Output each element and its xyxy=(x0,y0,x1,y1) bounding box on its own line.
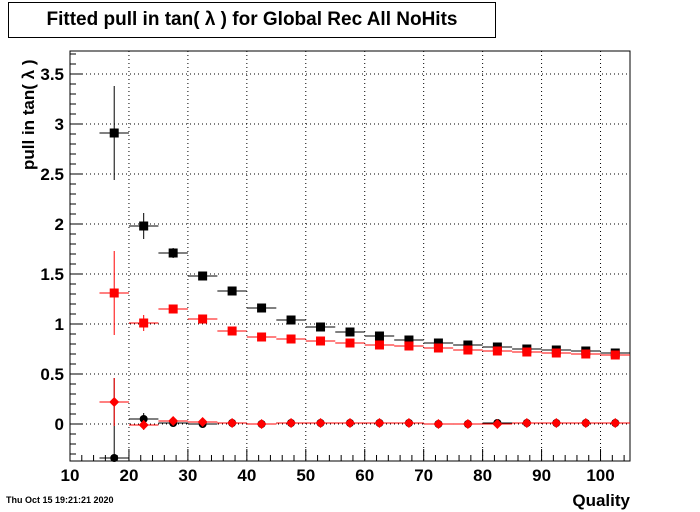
y-tick-label: 3.5 xyxy=(40,65,64,84)
data-point-square xyxy=(374,340,384,350)
data-point-diamond xyxy=(580,418,591,428)
data-point-square xyxy=(286,315,296,325)
x-tick-label: 90 xyxy=(532,466,551,485)
x-tick-label: 40 xyxy=(237,466,256,485)
x-axis-label: Quality xyxy=(572,491,630,510)
data-point-diamond xyxy=(345,418,355,428)
data-point-square xyxy=(492,346,502,356)
chart-title: Fitted pull in tan( λ ) for Global Rec A… xyxy=(8,2,496,38)
x-tick-label: 60 xyxy=(355,466,374,485)
data-point-square xyxy=(286,334,296,344)
data-point-square xyxy=(109,128,119,138)
data-point-square xyxy=(316,336,326,346)
data-point-diamond xyxy=(551,418,562,428)
plot-frame xyxy=(69,50,631,462)
x-tick-label: 100 xyxy=(586,466,614,485)
axes: 10 20 30 40 50 60 70 80 90 100 0 0.5 1 1.5 2 2.5 3 3.5 xyxy=(40,50,631,485)
data-point-square xyxy=(433,343,443,353)
data-point-square xyxy=(522,347,532,357)
data-point-diamond xyxy=(521,418,532,428)
x-tick-label: 30 xyxy=(178,466,197,485)
date-stamp: Thu Oct 15 19:21:21 2020 xyxy=(6,495,114,505)
x-tick-label: 80 xyxy=(473,466,492,485)
data-point-square xyxy=(198,314,208,324)
x-tick-label: 10 xyxy=(61,466,80,485)
data-point-diamond xyxy=(433,419,444,429)
y-tick-label: 2 xyxy=(55,215,64,234)
data-point-square xyxy=(198,271,208,281)
y-tick-label: 2.5 xyxy=(40,165,64,184)
grid-lines xyxy=(70,51,630,461)
data-point-square xyxy=(345,338,355,348)
data-point-diamond xyxy=(492,419,503,429)
data-point-square xyxy=(257,303,267,313)
data-point-diamond xyxy=(462,419,473,429)
data-point-diamond xyxy=(256,419,267,429)
data-point-circle xyxy=(110,454,119,462)
data-point-square xyxy=(433,338,443,348)
data-point-square xyxy=(168,248,178,258)
data-point-square xyxy=(581,349,591,359)
data-point-square xyxy=(610,350,620,360)
data-point-square xyxy=(404,341,414,351)
data-point-diamond xyxy=(138,420,149,430)
y-tick-label: 3 xyxy=(55,115,64,134)
data-point-square xyxy=(463,340,473,350)
data-point-square xyxy=(168,304,178,314)
data-point-square xyxy=(227,286,237,296)
y-tick-label: 0.5 xyxy=(40,365,64,384)
data-point-square xyxy=(227,326,237,336)
data-point-square xyxy=(257,332,267,342)
data-point-square xyxy=(316,322,326,332)
x-tick-label: 50 xyxy=(296,466,315,485)
y-axis-label: pull in tan( λ ) xyxy=(19,60,38,171)
data-point-diamond xyxy=(403,418,414,428)
data-point-square xyxy=(551,348,561,358)
data-point-diamond xyxy=(315,418,326,428)
data-point-square xyxy=(109,288,119,298)
x-tick-label: 20 xyxy=(119,466,138,485)
y-tick-label: 1 xyxy=(55,315,64,334)
data-point-square xyxy=(139,221,149,231)
data-markers xyxy=(99,86,630,462)
y-tick-label: 1.5 xyxy=(40,265,64,284)
data-point-square xyxy=(139,318,149,328)
data-point-square xyxy=(374,331,384,341)
x-tick-label: 70 xyxy=(414,466,433,485)
data-point-circle xyxy=(139,415,148,423)
data-point-diamond xyxy=(197,417,208,427)
data-point-square xyxy=(463,345,473,355)
data-point-diamond xyxy=(109,397,120,407)
data-point-square xyxy=(345,327,355,337)
data-point-diamond xyxy=(374,418,385,428)
data-point-square xyxy=(404,335,414,345)
data-point-diamond xyxy=(168,416,179,426)
y-tick-label: 0 xyxy=(55,415,64,434)
data-point-diamond xyxy=(610,418,621,428)
data-point-diamond xyxy=(227,418,238,428)
data-point-diamond xyxy=(286,418,297,428)
